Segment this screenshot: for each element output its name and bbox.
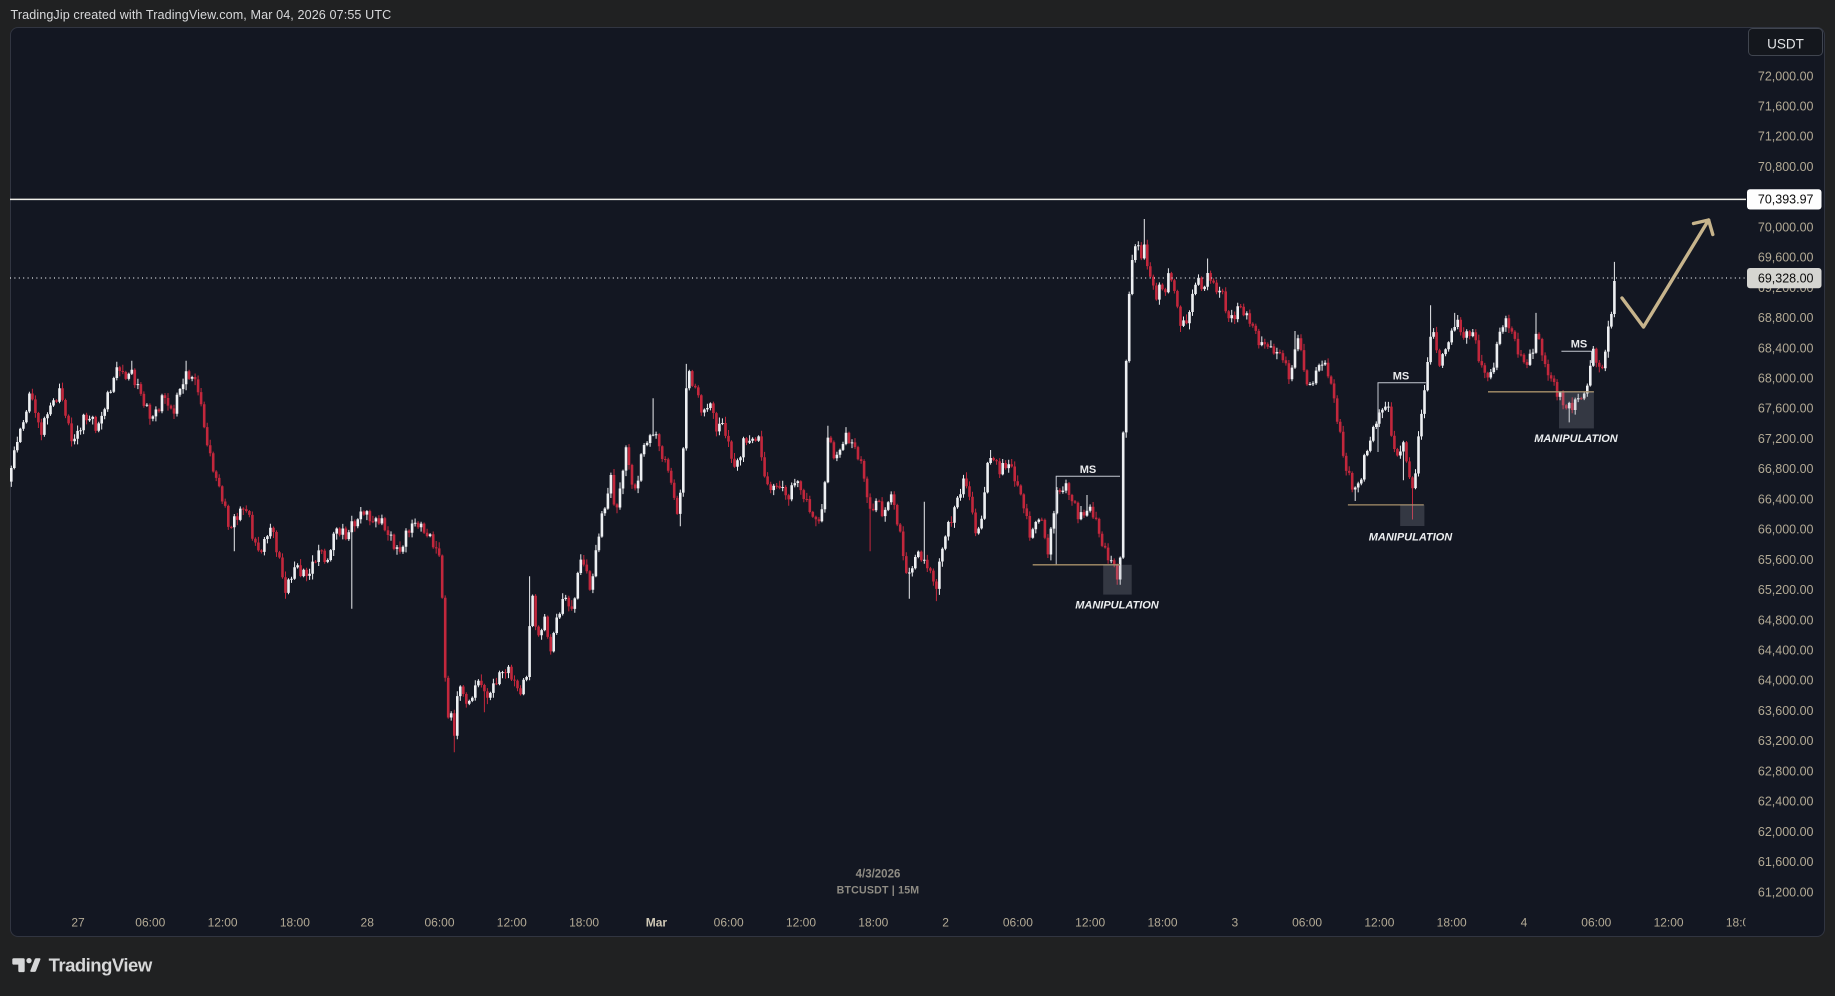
svg-text:MS: MS bbox=[1080, 464, 1097, 476]
svg-text:69,600.00: 69,600.00 bbox=[1758, 251, 1814, 265]
svg-text:62,800.00: 62,800.00 bbox=[1758, 764, 1814, 778]
svg-text:06:00: 06:00 bbox=[1003, 916, 1033, 930]
svg-text:70,393.97: 70,393.97 bbox=[1758, 193, 1814, 207]
svg-text:69,328.00: 69,328.00 bbox=[1758, 271, 1814, 285]
svg-text:64,800.00: 64,800.00 bbox=[1758, 613, 1814, 627]
svg-text:12:00: 12:00 bbox=[1654, 916, 1684, 930]
svg-text:68,400.00: 68,400.00 bbox=[1758, 341, 1814, 355]
svg-text:18:00: 18:00 bbox=[569, 916, 599, 930]
svg-text:71,600.00: 71,600.00 bbox=[1758, 100, 1814, 114]
svg-text:28: 28 bbox=[361, 916, 375, 930]
svg-text:TradingView: TradingView bbox=[49, 955, 153, 976]
svg-text:06:00: 06:00 bbox=[1581, 916, 1611, 930]
svg-text:06:00: 06:00 bbox=[424, 916, 454, 930]
svg-text:12:00: 12:00 bbox=[497, 916, 527, 930]
svg-text:MS: MS bbox=[1571, 339, 1588, 351]
svg-text:67,200.00: 67,200.00 bbox=[1758, 432, 1814, 446]
svg-text:Mar: Mar bbox=[646, 916, 668, 930]
svg-text:64,400.00: 64,400.00 bbox=[1758, 644, 1814, 658]
svg-text:62,400.00: 62,400.00 bbox=[1758, 795, 1814, 809]
svg-text:18:00: 18:00 bbox=[1437, 916, 1467, 930]
svg-text:61,200.00: 61,200.00 bbox=[1758, 885, 1814, 899]
svg-text:71,200.00: 71,200.00 bbox=[1758, 130, 1814, 144]
svg-text:67,600.00: 67,600.00 bbox=[1758, 402, 1814, 416]
svg-text:MS: MS bbox=[1393, 371, 1410, 383]
svg-text:2: 2 bbox=[942, 916, 949, 930]
svg-text:USDT: USDT bbox=[1767, 37, 1804, 52]
svg-text:68,800.00: 68,800.00 bbox=[1758, 311, 1814, 325]
svg-text:65,600.00: 65,600.00 bbox=[1758, 553, 1814, 567]
svg-text:27: 27 bbox=[71, 916, 85, 930]
svg-text:06:00: 06:00 bbox=[1292, 916, 1322, 930]
svg-text:66,800.00: 66,800.00 bbox=[1758, 462, 1814, 476]
svg-text:64,000.00: 64,000.00 bbox=[1758, 674, 1814, 688]
svg-text:3: 3 bbox=[1231, 916, 1238, 930]
svg-text:18:00: 18:00 bbox=[1147, 916, 1177, 930]
svg-text:BTCUSDT | 15M: BTCUSDT | 15M bbox=[837, 885, 920, 897]
svg-text:4: 4 bbox=[1521, 916, 1528, 930]
svg-text:70,800.00: 70,800.00 bbox=[1758, 160, 1814, 174]
svg-text:66,000.00: 66,000.00 bbox=[1758, 523, 1814, 537]
svg-text:12:00: 12:00 bbox=[1364, 916, 1394, 930]
svg-text:72,000.00: 72,000.00 bbox=[1758, 69, 1814, 83]
svg-text:MANIPULATION: MANIPULATION bbox=[1075, 600, 1160, 612]
svg-text:68,000.00: 68,000.00 bbox=[1758, 372, 1814, 386]
svg-text:18:00: 18:00 bbox=[280, 916, 310, 930]
svg-text:12:00: 12:00 bbox=[208, 916, 238, 930]
svg-text:62,000.00: 62,000.00 bbox=[1758, 825, 1814, 839]
svg-text:18:00: 18:00 bbox=[858, 916, 888, 930]
svg-text:12:00: 12:00 bbox=[1075, 916, 1105, 930]
svg-text:65,200.00: 65,200.00 bbox=[1758, 583, 1814, 597]
svg-text:63,200.00: 63,200.00 bbox=[1758, 734, 1814, 748]
svg-text:61,600.00: 61,600.00 bbox=[1758, 855, 1814, 869]
svg-text:66,400.00: 66,400.00 bbox=[1758, 492, 1814, 506]
svg-text:MANIPULATION: MANIPULATION bbox=[1534, 433, 1619, 445]
svg-text:12:00: 12:00 bbox=[786, 916, 816, 930]
svg-text:06:00: 06:00 bbox=[135, 916, 165, 930]
svg-text:63,600.00: 63,600.00 bbox=[1758, 704, 1814, 718]
svg-text:MANIPULATION: MANIPULATION bbox=[1369, 532, 1454, 544]
svg-text:06:00: 06:00 bbox=[714, 916, 744, 930]
svg-text:18:00: 18:00 bbox=[1726, 916, 1756, 930]
svg-text:70,000.00: 70,000.00 bbox=[1758, 220, 1814, 234]
svg-text:4/3/2026: 4/3/2026 bbox=[856, 869, 901, 881]
